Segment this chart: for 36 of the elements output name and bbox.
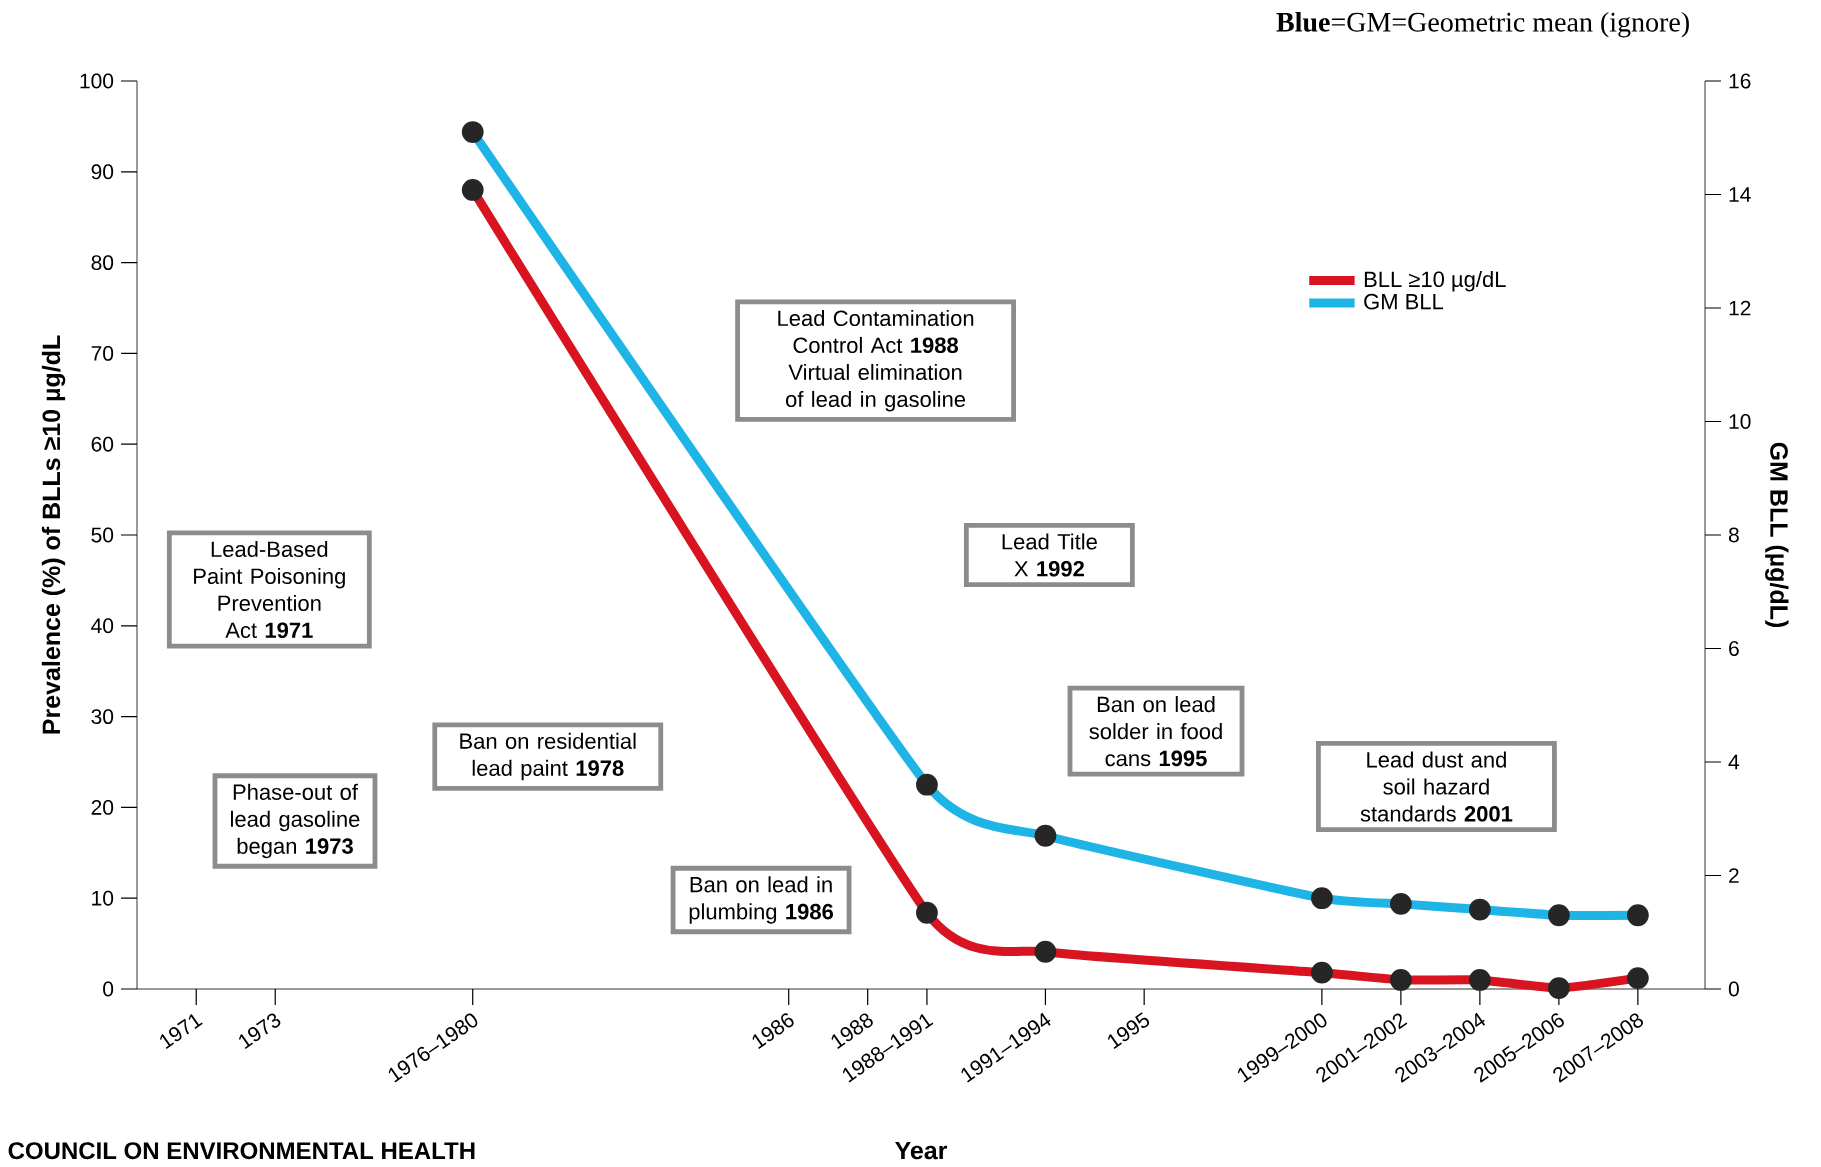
text: Blue=GM=Geometric mean (ignore) [1276,11,1689,38]
annotation: Ban on lead in plumbing 1986 [689,876,834,924]
text: COUNCIL ON ENVIRONMENTAL HEALTH [8,1142,475,1160]
y-axis-title: Prevalence (%) of BLLs ≥10 µg/dL [41,335,66,734]
x-tick-label: 1971 [160,1013,203,1050]
y2-tick-label: 8 [1728,527,1739,543]
legend-label: GM BLL [1364,293,1444,310]
annotation: Lead Contamination Control Act 1988 Virtual elimination of lead in gasoline [778,309,974,412]
y-tick-label: 50 [91,527,114,543]
y-tick-label: 70 [91,345,114,361]
x-axis-title: Year [895,1141,948,1160]
y-tick-label: 90 [91,164,114,180]
y-tick-label: 80 [91,255,114,271]
y2-tick-label: 16 [1729,73,1751,89]
y-tick-label: 20 [91,799,114,815]
y2-tick-label: 14 [1729,187,1751,202]
annotation: Ban on residential lead paint 1978 [460,732,636,781]
annotation: Lead dust and soil hazard standards 2001 [1360,751,1513,822]
y-tick-label: 100 [80,73,114,89]
y-tick-label: 60 [91,436,114,452]
annotation: Ban on lead solder in food cans 1995 [1089,696,1222,767]
legend-label: BLL ≥10 µg/dL [1364,270,1506,292]
y2-tick-label: 10 [1729,414,1751,429]
y-tick-label: 40 [91,618,114,634]
y2-tick-label: 6 [1729,641,1739,656]
y2-tick-label: 2 [1729,868,1739,883]
y-tick-label: 30 [91,709,114,725]
annotation: Lead Title X 1992 [1002,533,1097,577]
y-tick-label: 0 [103,981,114,997]
y-tick-label: 10 [92,890,114,906]
y2-tick-label: 4 [1728,754,1740,770]
y2-tick-label: 0 [1728,981,1739,997]
y2-axis-title: GM BLL (µg/dL) [1765,442,1789,628]
annotation: Lead-Based Paint Poisoning Prevention Act 1971 [194,540,345,639]
y2-tick-label: 12 [1729,300,1751,316]
annotation: Phase-out of lead gasoline began 1973 [231,783,360,859]
